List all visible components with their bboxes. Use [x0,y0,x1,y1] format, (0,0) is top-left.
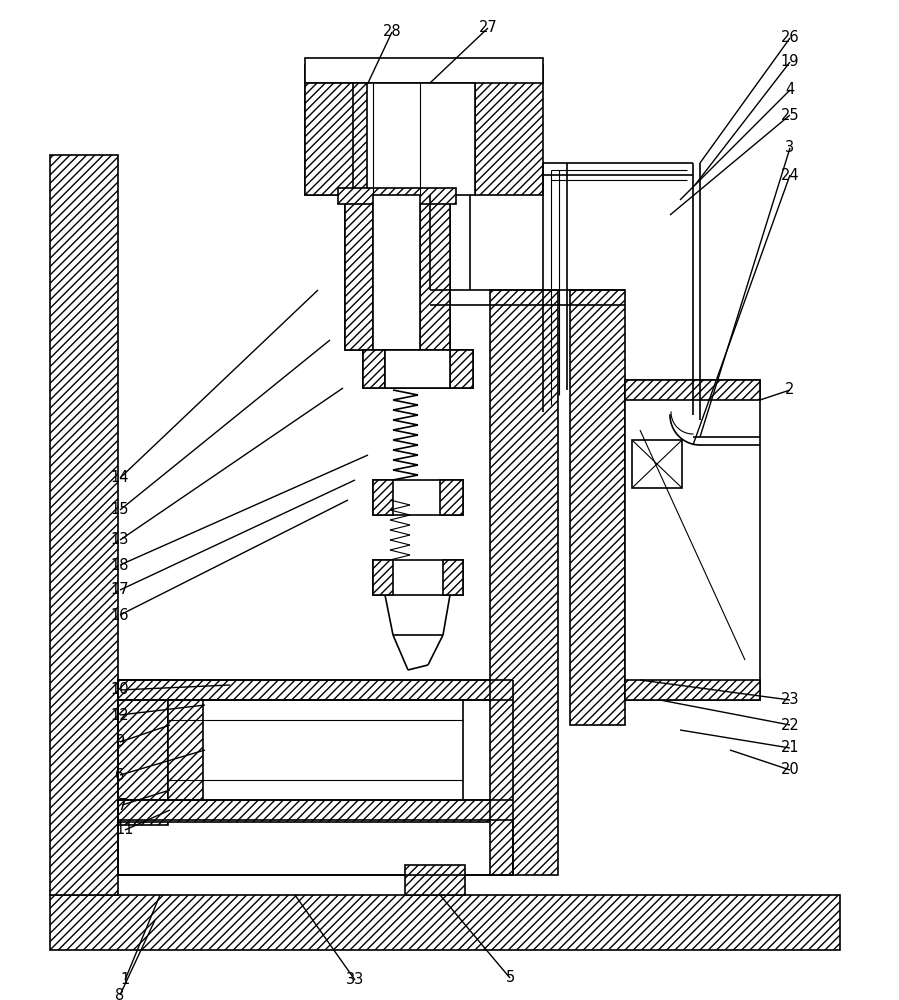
Text: 1: 1 [120,972,129,988]
Text: 33: 33 [346,972,364,988]
Bar [373,480,393,515]
Bar [625,380,760,700]
Bar [118,680,513,700]
Bar [345,195,373,350]
Text: 26: 26 [780,30,799,45]
Bar [443,560,463,595]
Bar [625,380,760,400]
Text: 23: 23 [780,692,799,708]
Bar [168,700,203,800]
Bar [385,350,450,388]
Text: 9: 9 [115,734,125,750]
Bar [405,865,465,895]
Bar [490,290,558,875]
Bar [363,350,473,388]
Bar [118,800,513,822]
Bar [345,195,450,350]
Bar [363,350,385,388]
Bar [373,195,420,350]
Bar [625,680,760,700]
Text: 25: 25 [780,107,799,122]
Text: 22: 22 [780,718,799,732]
Text: 19: 19 [780,54,799,70]
Bar [360,83,475,195]
Bar [570,290,625,725]
Text: 10: 10 [111,682,129,698]
Bar [305,65,373,195]
Bar [338,188,456,204]
Text: 14: 14 [111,471,129,486]
Bar [373,480,463,515]
Text: 4: 4 [786,83,795,98]
Text: 13: 13 [111,532,129,548]
Bar [440,480,463,515]
Bar [118,820,513,875]
Text: 6: 6 [115,768,125,782]
Bar [353,83,367,195]
Bar [168,700,463,800]
Text: 28: 28 [383,24,401,39]
Bar [373,560,463,595]
Text: 11: 11 [116,822,134,838]
Bar [305,83,360,195]
Bar [420,195,450,350]
Bar [632,440,682,488]
Text: 18: 18 [111,558,129,572]
Text: 24: 24 [780,167,799,182]
Text: 7: 7 [117,798,127,812]
Text: 2: 2 [786,382,795,397]
Text: 8: 8 [115,988,125,1000]
Text: 15: 15 [111,502,129,518]
Text: 27: 27 [478,20,497,35]
Bar [305,58,543,83]
Text: 12: 12 [111,708,129,722]
Bar [475,65,543,195]
Bar [50,895,840,950]
Text: 3: 3 [786,140,795,155]
Text: 16: 16 [111,607,129,622]
Bar [50,155,118,895]
Text: 20: 20 [780,762,799,778]
Bar [450,350,473,388]
Text: 5: 5 [505,970,514,986]
Bar [373,560,393,595]
Text: 17: 17 [111,582,129,597]
Bar [118,680,168,825]
Text: 21: 21 [780,740,799,756]
